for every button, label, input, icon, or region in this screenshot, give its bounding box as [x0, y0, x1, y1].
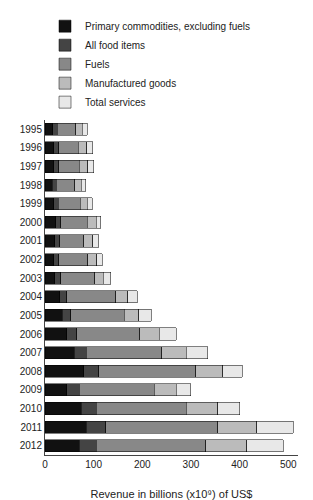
- svg-text:2004: 2004: [20, 291, 43, 302]
- svg-text:Total services: Total services: [85, 97, 146, 108]
- svg-text:Fuels: Fuels: [85, 59, 109, 70]
- svg-text:2009: 2009: [20, 384, 43, 395]
- svg-text:2005: 2005: [20, 310, 43, 321]
- svg-text:500: 500: [280, 459, 297, 470]
- svg-text:2007: 2007: [20, 347, 43, 358]
- svg-text:1996: 1996: [20, 142, 43, 153]
- svg-text:2008: 2008: [20, 366, 43, 377]
- svg-text:2011: 2011: [20, 422, 42, 433]
- svg-text:1997: 1997: [20, 161, 43, 172]
- svg-text:300: 300: [183, 459, 200, 470]
- svg-text:2006: 2006: [20, 329, 43, 340]
- svg-text:All food items: All food items: [85, 40, 145, 51]
- svg-text:Revenue in billions (x10⁹) of: Revenue in billions (x10⁹) of US$: [91, 488, 253, 500]
- svg-text:100: 100: [85, 459, 102, 470]
- svg-text:2002: 2002: [20, 254, 43, 265]
- svg-text:2000: 2000: [20, 217, 43, 228]
- svg-text:2001: 2001: [20, 235, 43, 246]
- svg-text:1999: 1999: [20, 198, 43, 209]
- svg-text:0: 0: [42, 459, 48, 470]
- svg-text:Primary commodities, excluding: Primary commodities, excluding fuels: [85, 21, 250, 32]
- svg-text:2003: 2003: [20, 273, 43, 284]
- svg-text:2010: 2010: [20, 403, 43, 414]
- svg-text:Manufactured goods: Manufactured goods: [85, 78, 176, 89]
- svg-text:200: 200: [134, 459, 151, 470]
- svg-text:1995: 1995: [20, 124, 43, 135]
- svg-text:400: 400: [231, 459, 248, 470]
- svg-text:2012: 2012: [20, 440, 43, 451]
- svg-text:1998: 1998: [20, 180, 43, 191]
